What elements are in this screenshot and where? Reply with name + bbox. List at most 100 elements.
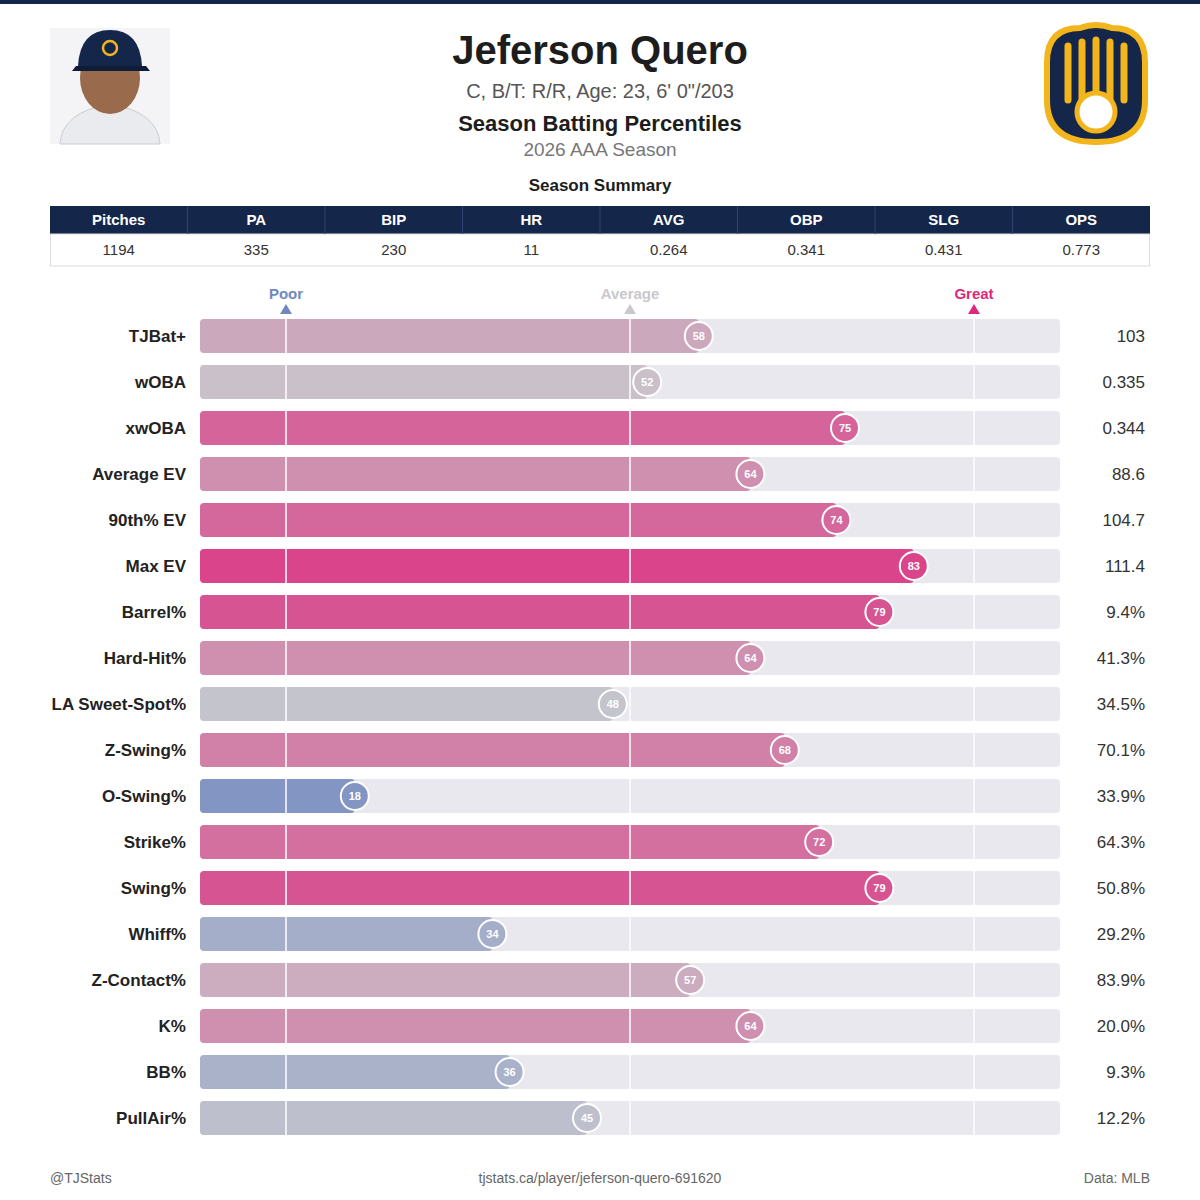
track xyxy=(200,779,1060,813)
grid-line xyxy=(285,917,287,951)
value-badge xyxy=(478,920,506,948)
bar xyxy=(200,733,785,767)
footer-center: tjstats.ca/player/jeferson-quero-691620 xyxy=(479,1170,722,1186)
track xyxy=(200,733,1060,767)
data-label: 45 xyxy=(581,1112,593,1124)
data-label: 79 xyxy=(873,606,885,618)
table-cell: 0.264 xyxy=(650,241,688,258)
table-header: AVG xyxy=(653,211,684,228)
grid-line xyxy=(285,963,287,997)
data-label: 68 xyxy=(779,744,791,756)
photo-brim xyxy=(72,66,150,71)
grid-line xyxy=(285,825,287,859)
track xyxy=(200,917,1060,951)
bar xyxy=(200,365,647,399)
grid-line xyxy=(285,1101,287,1135)
grid-line xyxy=(629,549,631,583)
season: 2026 AAA Season xyxy=(523,139,676,160)
value-badge xyxy=(831,414,859,442)
category-label: 90th% EV xyxy=(109,511,187,530)
stat-value: 9.3% xyxy=(1106,1063,1145,1082)
data-label: 64 xyxy=(744,1020,757,1032)
category-label: wOBA xyxy=(134,373,186,392)
grid-line xyxy=(973,457,975,491)
category-label: Hard-Hit% xyxy=(104,649,186,668)
category-label: Z-Contact% xyxy=(92,971,186,990)
stat-value: 88.6 xyxy=(1112,465,1145,484)
grid-line xyxy=(629,825,631,859)
stat-value: 29.2% xyxy=(1097,925,1145,944)
table-divider xyxy=(737,206,738,234)
bar xyxy=(200,503,836,537)
grid-line xyxy=(629,1101,631,1135)
track xyxy=(200,595,1060,629)
value-badge xyxy=(736,644,764,672)
grid-line xyxy=(629,963,631,997)
grid-line xyxy=(629,365,631,399)
table-divider xyxy=(187,206,188,234)
grid-line xyxy=(285,779,287,813)
tick-label: Great xyxy=(954,285,993,302)
grid-line xyxy=(629,779,631,813)
category-label: TJBat+ xyxy=(129,327,186,346)
bar xyxy=(200,1055,510,1089)
value-badge xyxy=(633,368,661,396)
bar xyxy=(200,549,914,583)
track xyxy=(200,503,1060,537)
grid-line xyxy=(973,871,975,905)
grid-line xyxy=(973,411,975,445)
data-label: 34 xyxy=(486,928,499,940)
bars xyxy=(200,319,914,1135)
footer-right: Data: MLB xyxy=(1084,1170,1150,1186)
category-label: O-Swing% xyxy=(102,787,186,806)
data-label: 36 xyxy=(503,1066,515,1078)
stat-value: 103 xyxy=(1117,327,1145,346)
value-badge xyxy=(599,690,627,718)
stat-value: 34.5% xyxy=(1097,695,1145,714)
grid-line xyxy=(285,319,287,353)
player-info: C, B/T: R/R, Age: 23, 6' 0"/203 xyxy=(466,80,734,102)
tick-label: Average xyxy=(601,285,660,302)
bar xyxy=(200,1101,587,1135)
tick-label: Poor xyxy=(269,285,303,302)
category-label: Strike% xyxy=(124,833,186,852)
data-label: 64 xyxy=(744,652,757,664)
grid-line xyxy=(629,595,631,629)
category-label: Barrel% xyxy=(122,603,186,622)
chart-root: Jeferson QueroC, B/T: R/R, Age: 23, 6' 0… xyxy=(0,0,1200,1200)
stat-value: 9.4% xyxy=(1106,603,1145,622)
bar xyxy=(200,963,690,997)
table-header-row xyxy=(50,206,1150,234)
grid-line xyxy=(629,503,631,537)
grid-line xyxy=(285,595,287,629)
stat-value: 0.344 xyxy=(1102,419,1145,438)
tracks xyxy=(200,319,1060,1135)
table-divider xyxy=(600,206,601,234)
stat-value: 70.1% xyxy=(1097,741,1145,760)
stat-value: 33.9% xyxy=(1097,787,1145,806)
data-label: 52 xyxy=(641,376,653,388)
data-label: 79 xyxy=(873,882,885,894)
table-divider xyxy=(462,206,463,234)
footer-left: @TJStats xyxy=(50,1170,112,1186)
grid-line xyxy=(629,871,631,905)
table-cell: 0.773 xyxy=(1062,241,1100,258)
track xyxy=(200,825,1060,859)
grid-line xyxy=(285,1055,287,1089)
track xyxy=(200,457,1060,491)
grid-line xyxy=(973,549,975,583)
value-badge xyxy=(573,1104,601,1132)
grid-line xyxy=(285,457,287,491)
photo-cap-logo xyxy=(103,41,117,55)
grid-line xyxy=(629,411,631,445)
grid-line xyxy=(285,411,287,445)
table-header: HR xyxy=(520,211,542,228)
stat-value: 12.2% xyxy=(1097,1109,1145,1128)
table-header: Pitches xyxy=(92,211,145,228)
track xyxy=(200,1055,1060,1089)
table-header: SLG xyxy=(928,211,959,228)
grid-line xyxy=(629,457,631,491)
table-cell: 230 xyxy=(381,241,406,258)
value-badge xyxy=(771,736,799,764)
bar xyxy=(200,779,355,813)
